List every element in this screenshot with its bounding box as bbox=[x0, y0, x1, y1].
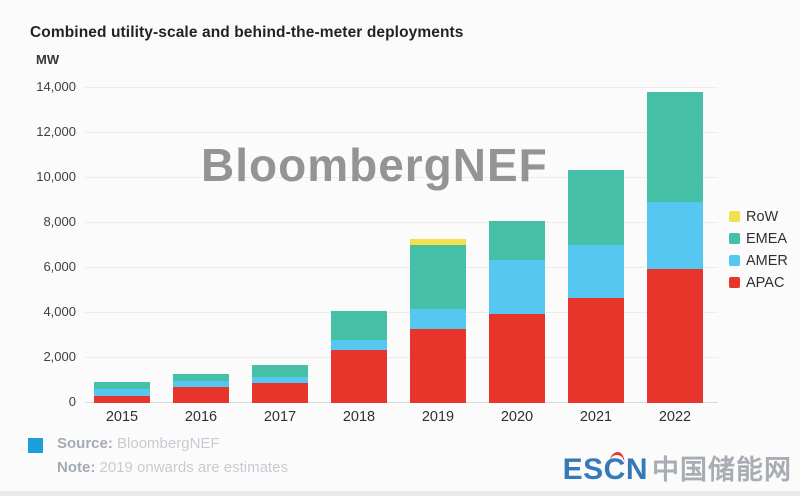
bar-2016 bbox=[173, 373, 229, 403]
y-tick-label: 12,000 bbox=[36, 124, 76, 139]
segment-apac-2019 bbox=[410, 329, 466, 403]
y-tick-label: 14,000 bbox=[36, 79, 76, 94]
legend-item-row: RoW bbox=[729, 208, 788, 225]
chart-title: Combined utility-scale and behind-the-me… bbox=[30, 24, 464, 41]
x-tick-label-2020: 2020 bbox=[500, 409, 534, 425]
gridline-0 bbox=[85, 402, 718, 403]
bottom-edge-strip bbox=[0, 491, 800, 496]
escn-chinese-name: 中国储能网 bbox=[652, 455, 792, 485]
segment-amer-2017 bbox=[252, 376, 308, 384]
x-tick-label-2017: 2017 bbox=[263, 409, 297, 425]
y-tick-label: 0 bbox=[68, 394, 76, 409]
y-tick-label: 4,000 bbox=[43, 304, 76, 319]
segment-emea-2019 bbox=[410, 244, 466, 309]
y-axis-unit-label: MW bbox=[36, 52, 60, 67]
x-tick-label-2021: 2021 bbox=[579, 409, 613, 425]
segment-emea-2015 bbox=[94, 382, 150, 389]
segment-apac-2018 bbox=[331, 350, 387, 403]
segment-amer-2016 bbox=[173, 381, 229, 388]
segment-amer-2019 bbox=[410, 309, 466, 329]
segment-emea-2016 bbox=[173, 373, 229, 382]
gridline-14,000 bbox=[85, 87, 718, 88]
x-tick-label-2016: 2016 bbox=[184, 409, 218, 425]
legend-label-row: RoW bbox=[746, 208, 779, 225]
y-axis: 0 2,000 4,000 6,000 8,000 10,000 12,000 14,000 bbox=[0, 0, 76, 496]
source-label: Source: bbox=[57, 435, 113, 452]
source-value: BloombergNEF bbox=[117, 435, 220, 452]
segment-amer-2022 bbox=[647, 202, 703, 269]
bar-2020 bbox=[489, 221, 545, 403]
segment-apac-2022 bbox=[647, 268, 703, 403]
segment-emea-2022 bbox=[647, 91, 703, 203]
segment-amer-2020 bbox=[489, 259, 545, 315]
segment-amer-2018 bbox=[331, 339, 387, 351]
escn-text: ESCN bbox=[562, 453, 648, 486]
segment-apac-2020 bbox=[489, 314, 545, 403]
legend-swatch-amer-icon bbox=[729, 255, 740, 266]
segment-apac-2016 bbox=[173, 387, 229, 403]
gridline-4,000 bbox=[85, 312, 718, 313]
y-tick-label: 10,000 bbox=[36, 169, 76, 184]
bars-layer bbox=[85, 88, 718, 403]
legend-label-emea: EMEA bbox=[746, 230, 788, 247]
legend-label-amer: AMER bbox=[746, 252, 788, 269]
escn-logo: ESCN 中国储能网 bbox=[563, 448, 792, 487]
segment-apac-2021 bbox=[568, 297, 624, 403]
segment-emea-2018 bbox=[331, 310, 387, 340]
x-tick-label-2015: 2015 bbox=[105, 409, 139, 425]
gridline-12,000 bbox=[85, 132, 718, 133]
legend-item-emea: EMEA bbox=[729, 230, 788, 247]
legend-swatch-row-icon bbox=[729, 211, 740, 222]
bar-2018 bbox=[331, 310, 387, 403]
segment-row-2019 bbox=[410, 238, 466, 245]
bar-2022 bbox=[647, 91, 703, 403]
y-tick-label: 8,000 bbox=[43, 214, 76, 229]
segment-emea-2020 bbox=[489, 221, 545, 260]
gridline-8,000 bbox=[85, 222, 718, 223]
note-line: Note: 2019 onwards are estimates bbox=[57, 459, 288, 476]
source-line: Source: BloombergNEF bbox=[57, 435, 220, 452]
segment-emea-2021 bbox=[568, 170, 624, 245]
gridline-10,000 bbox=[85, 177, 718, 178]
x-tick-label-2018: 2018 bbox=[342, 409, 376, 425]
note-value: 2019 onwards are estimates bbox=[99, 459, 288, 476]
segment-apac-2017 bbox=[252, 383, 308, 403]
y-tick-label: 6,000 bbox=[43, 259, 76, 274]
gridline-2,000 bbox=[85, 357, 718, 358]
segment-emea-2017 bbox=[252, 364, 308, 377]
legend-swatch-emea-icon bbox=[729, 233, 740, 244]
bar-2019 bbox=[410, 238, 466, 403]
bloombergnef-watermark: BloombergNEF bbox=[201, 139, 548, 191]
gridline-6,000 bbox=[85, 267, 718, 268]
segment-amer-2021 bbox=[568, 244, 624, 298]
bar-2017 bbox=[252, 364, 308, 403]
source-bullet-icon bbox=[28, 438, 43, 453]
note-label: Note: bbox=[57, 459, 96, 476]
y-tick-label: 2,000 bbox=[43, 349, 76, 364]
bar-2015 bbox=[94, 382, 150, 403]
plot-area bbox=[85, 87, 718, 403]
segment-amer-2015 bbox=[94, 388, 150, 396]
x-axis-labels: 2015 2016 2017 2018 2019 2020 2021 2022 bbox=[85, 409, 718, 429]
chart-legend: RoW EMEA AMER APAC bbox=[729, 209, 788, 297]
bar-2021 bbox=[568, 170, 624, 403]
x-tick-label-2019: 2019 bbox=[421, 409, 455, 425]
escn-wordmark: ESCN bbox=[562, 451, 648, 487]
legend-item-apac: APAC bbox=[729, 274, 788, 291]
x-tick-label-2022: 2022 bbox=[658, 409, 692, 425]
legend-label-apac: APAC bbox=[746, 274, 785, 291]
segment-apac-2015 bbox=[94, 395, 150, 403]
legend-item-amer: AMER bbox=[729, 252, 788, 269]
legend-swatch-apac-icon bbox=[729, 277, 740, 288]
